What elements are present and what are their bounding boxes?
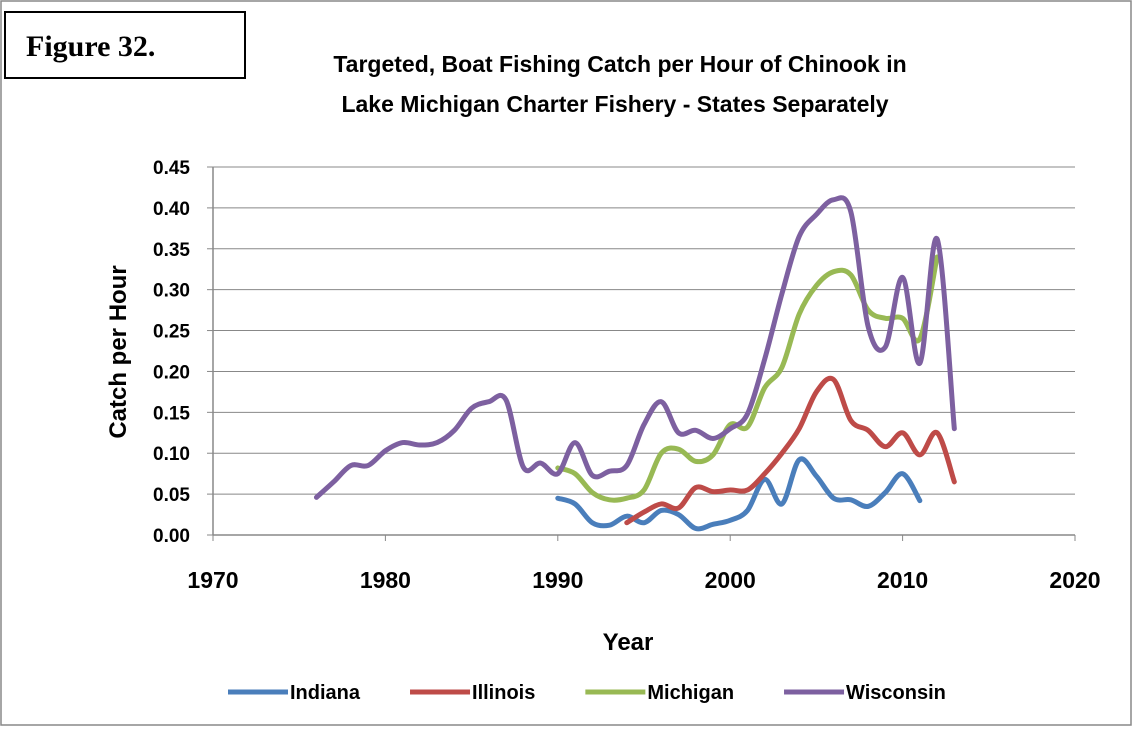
y-tick-label: 0.20 (153, 362, 190, 383)
legend-label: Indiana (290, 682, 361, 704)
x-tick-label: 2010 (877, 567, 928, 593)
figure-label-box (4, 11, 246, 79)
y-tick-label: 0.10 (153, 444, 190, 465)
x-tick-label: 1980 (360, 567, 411, 593)
chart-title: Targeted, Boat Fishing Catch per Hour of… (333, 51, 906, 77)
series-line (555, 254, 940, 503)
y-tick-label: 0.40 (153, 199, 190, 220)
y-tick-label: 0.25 (153, 322, 190, 343)
legend-label: Illinois (472, 682, 535, 704)
y-tick-label: 0.30 (153, 281, 190, 302)
x-tick-label: 1990 (532, 567, 583, 593)
y-tick-label: 0.45 (153, 158, 190, 179)
legend-label: Wisconsin (846, 682, 946, 704)
y-axis-label: Catch per Hour (105, 265, 132, 438)
y-tick-label: 0.00 (153, 526, 190, 547)
x-tick-label: 2000 (705, 567, 756, 593)
x-axis-label: Year (603, 629, 654, 656)
x-tick-label: 1970 (187, 567, 238, 593)
series-line (555, 456, 923, 532)
series-line (624, 375, 957, 526)
chart-title: Lake Michigan Charter Fishery - States S… (341, 91, 888, 117)
figure-label: Figure 32. (26, 30, 155, 63)
y-tick-label: 0.15 (153, 403, 190, 424)
x-tick-label: 2020 (1049, 567, 1100, 593)
legend-label: Michigan (647, 682, 734, 704)
y-tick-label: 0.05 (153, 485, 190, 506)
y-tick-label: 0.35 (153, 240, 190, 261)
series-line (313, 195, 957, 500)
